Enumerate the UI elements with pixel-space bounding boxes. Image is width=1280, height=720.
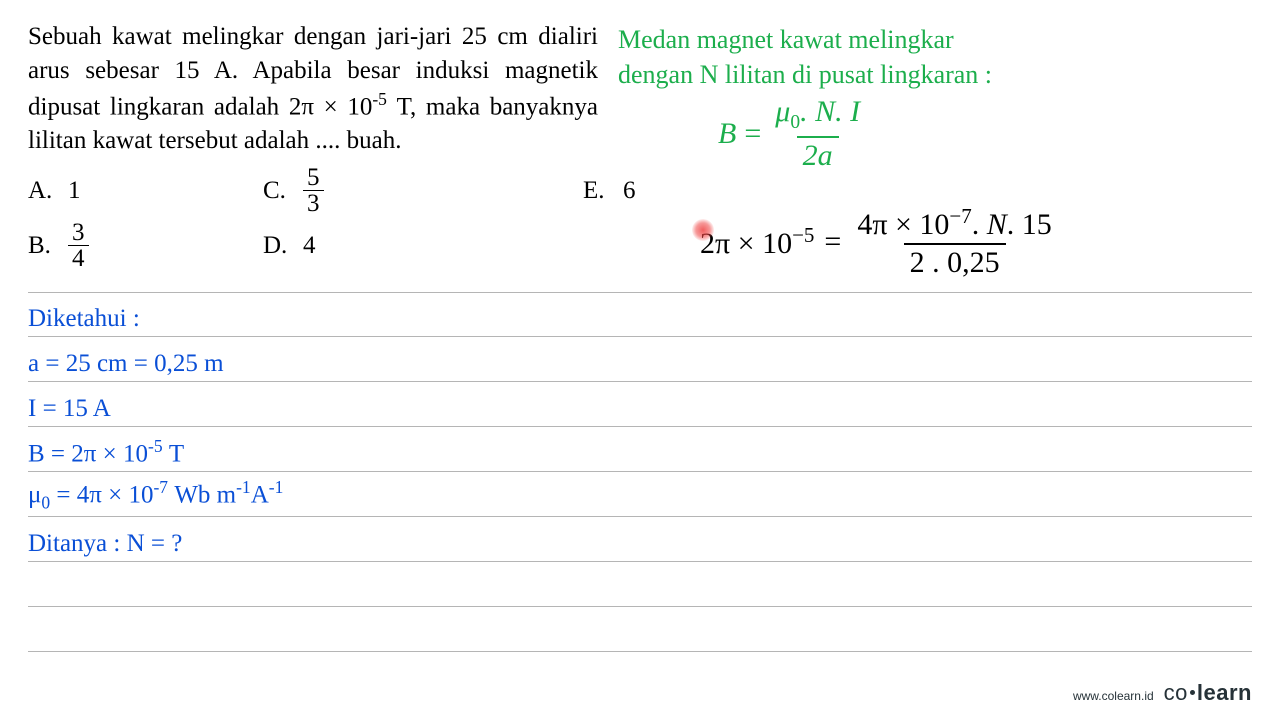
page: Sebuah kawat melingkar dengan jari-jari … <box>0 0 1280 720</box>
known-line-3: B = 2π × 10-5 T <box>28 436 184 468</box>
option-e: E. 6 <box>583 163 683 218</box>
notebook-row: Ditanya : N = ? <box>28 517 1252 562</box>
equals-sign: = <box>744 117 761 151</box>
formula-fraction: μ0. N. I 2a <box>769 96 866 171</box>
known-line-4: μ0 = 4π × 10-7 Wb m-1A-1 <box>28 477 283 513</box>
notebook-row <box>28 562 1252 607</box>
option-c-den: 3 <box>303 190 324 216</box>
annotation-formula: B = μ0. N. I 2a <box>718 96 1268 171</box>
notebook-row: I = 15 A <box>28 382 1252 427</box>
annotation-block: Medan magnet kawat melingkar dengan N li… <box>618 22 1268 171</box>
notebook-row: μ0 = 4π × 10-7 Wb m-1A-1 <box>28 472 1252 517</box>
calc-num: 4π × 10−7. N. 15 <box>851 205 1057 243</box>
question-text: Sebuah kawat melingkar dengan jari-jari … <box>28 20 598 157</box>
notebook-row: a = 25 cm = 0,25 m <box>28 337 1252 382</box>
option-c: C. 5 3 <box>263 163 583 218</box>
calc-fraction: 4π × 10−7. N. 15 2 . 0,25 <box>851 205 1057 278</box>
footer: www.colearn.id colearn <box>1073 680 1252 706</box>
option-d: D. 4 <box>263 218 583 273</box>
calc-lhs: 2π × 10−5 <box>700 223 814 261</box>
answer-options: A. 1 B. 3 4 C. 5 <box>28 163 683 273</box>
option-b-fraction: 3 4 <box>68 220 89 271</box>
option-e-value: 6 <box>623 177 636 205</box>
formula-lhs: B <box>718 117 736 151</box>
brand-logo: colearn <box>1164 680 1252 706</box>
option-b-label: B. <box>28 232 68 260</box>
option-c-label: C. <box>263 177 303 205</box>
known-line-2: I = 15 A <box>28 395 111 423</box>
option-d-label: D. <box>263 232 303 260</box>
brand-prefix: co <box>1164 680 1188 705</box>
notebook-row: B = 2π × 10-5 T <box>28 427 1252 472</box>
footer-url: www.colearn.id <box>1073 689 1154 703</box>
option-a-value: 1 <box>68 177 81 205</box>
option-b-num: 3 <box>68 220 89 245</box>
asked-line: Ditanya : N = ? <box>28 530 182 558</box>
notebook-area: Diketahui : a = 25 cm = 0,25 m I = 15 A … <box>28 292 1252 652</box>
option-a: A. 1 <box>28 163 263 218</box>
notebook-row <box>28 607 1252 652</box>
calculation-line: 2π × 10−5 = 4π × 10−7. N. 15 2 . 0,25 <box>700 205 1058 278</box>
annotation-title-1: Medan magnet kawat melingkar <box>618 22 1268 57</box>
question-column: Sebuah kawat melingkar dengan jari-jari … <box>28 20 683 273</box>
brand-suffix: learn <box>1197 680 1252 705</box>
option-e-label: E. <box>583 177 623 205</box>
cursor-highlight-icon <box>692 219 714 241</box>
option-c-num: 5 <box>303 165 324 190</box>
notebook-row: Diketahui : <box>28 292 1252 337</box>
brand-dot-icon <box>1190 690 1195 695</box>
answer-col-1: A. 1 B. 3 4 <box>28 163 263 273</box>
option-d-value: 4 <box>303 232 316 260</box>
annotation-title-2: dengan N lilitan di pusat lingkaran : <box>618 57 1268 92</box>
known-heading: Diketahui : <box>28 305 140 333</box>
option-b: B. 3 4 <box>28 218 263 273</box>
option-b-den: 4 <box>68 245 89 271</box>
option-a-label: A. <box>28 177 68 205</box>
answer-col-2: C. 5 3 D. 4 <box>263 163 583 273</box>
formula-den: 2a <box>797 136 839 172</box>
calc-den: 2 . 0,25 <box>904 243 1006 279</box>
formula-num: μ0. N. I <box>769 96 866 135</box>
calc-equals: = <box>824 225 841 259</box>
known-line-1: a = 25 cm = 0,25 m <box>28 350 224 378</box>
answer-col-3: E. 6 <box>583 163 683 273</box>
option-c-fraction: 5 3 <box>303 165 324 216</box>
